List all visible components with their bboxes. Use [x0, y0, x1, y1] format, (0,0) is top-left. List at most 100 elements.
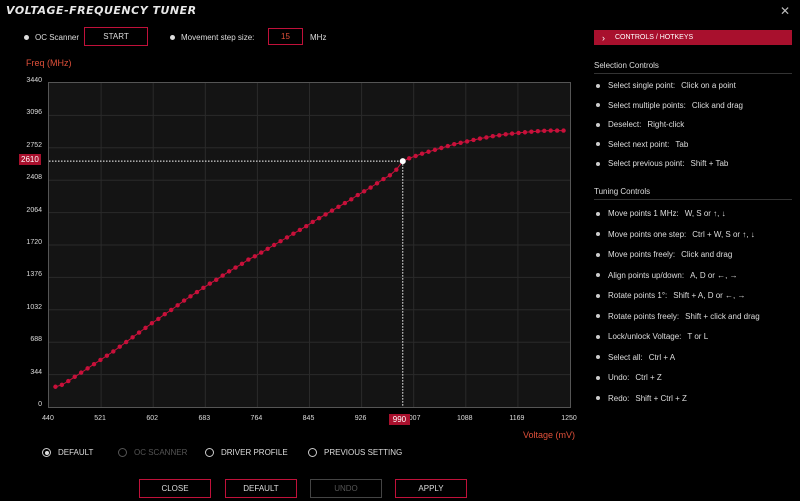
vf-point[interactable] — [123, 339, 129, 345]
vf-point[interactable] — [471, 137, 476, 143]
vf-point[interactable] — [117, 344, 122, 349]
vf-point[interactable] — [522, 130, 528, 135]
vf-point[interactable] — [529, 129, 534, 134]
vf-point[interactable] — [490, 134, 496, 139]
vf-point[interactable] — [387, 173, 393, 178]
vf-point[interactable] — [535, 129, 541, 134]
vf-point[interactable] — [368, 185, 373, 190]
vf-point[interactable] — [53, 384, 58, 389]
vf-point[interactable] — [374, 181, 380, 186]
x-tick-label: 764 — [250, 415, 263, 422]
vf-point[interactable] — [271, 242, 277, 248]
vf-point[interactable] — [509, 131, 515, 136]
vf-point[interactable] — [381, 176, 386, 182]
vf-point[interactable] — [175, 303, 180, 308]
vf-curve-plot[interactable] — [48, 82, 571, 408]
vf-point[interactable] — [561, 128, 566, 133]
vf-point[interactable] — [406, 156, 412, 161]
vf-point[interactable] — [194, 289, 200, 295]
vf-point[interactable] — [207, 281, 213, 286]
default-button[interactable]: DEFAULT — [225, 479, 297, 498]
vf-point[interactable] — [458, 140, 463, 146]
radio-label: DRIVER PROFILE — [221, 448, 288, 457]
vf-point[interactable] — [98, 357, 103, 363]
vf-point[interactable] — [516, 130, 521, 136]
close-icon[interactable]: ✕ — [779, 4, 790, 18]
vf-point[interactable] — [85, 366, 90, 371]
vf-point[interactable] — [548, 128, 553, 133]
vf-point[interactable] — [503, 132, 508, 137]
radio-previous-setting[interactable] — [308, 448, 317, 457]
hotkey-action: Align points up/down: — [608, 270, 685, 280]
vf-point[interactable] — [149, 320, 155, 326]
hotkey-action: Select all: — [608, 352, 643, 362]
vf-point[interactable] — [452, 142, 457, 147]
vf-point[interactable] — [432, 147, 438, 153]
vf-curve-svg[interactable] — [49, 83, 570, 407]
vf-point[interactable] — [181, 298, 187, 303]
vf-point[interactable] — [278, 239, 283, 244]
vf-point[interactable] — [336, 204, 341, 210]
vf-point[interactable] — [162, 312, 167, 317]
radio-driver-profile[interactable] — [205, 448, 214, 457]
vf-point[interactable] — [233, 265, 238, 270]
bullet-icon — [596, 293, 600, 298]
vf-point[interactable] — [226, 269, 232, 274]
vf-point[interactable] — [310, 219, 315, 225]
vf-point[interactable] — [484, 135, 489, 140]
vf-point[interactable] — [542, 128, 547, 134]
step-size-input[interactable]: 15 — [268, 28, 303, 45]
vf-point[interactable] — [156, 316, 161, 322]
vf-point[interactable] — [259, 250, 264, 255]
vf-point[interactable] — [413, 153, 418, 159]
vf-point[interactable] — [91, 361, 97, 367]
vf-point[interactable] — [464, 139, 470, 144]
vf-point[interactable] — [445, 143, 450, 149]
vf-point[interactable] — [78, 370, 84, 375]
vf-point[interactable] — [220, 273, 225, 278]
vf-point[interactable] — [66, 378, 71, 384]
apply-button[interactable]: APPLY — [395, 479, 467, 498]
vf-point[interactable] — [342, 200, 348, 206]
vf-point[interactable] — [104, 353, 110, 358]
controls-hotkeys-label: CONTROLS / HOTKEYS — [615, 34, 694, 41]
controls-hotkeys-header[interactable]: › CONTROLS / HOTKEYS — [594, 30, 792, 45]
vf-point[interactable] — [439, 145, 444, 151]
vf-point[interactable] — [111, 349, 116, 354]
x-tick-label: 1250 — [561, 415, 577, 422]
vf-point[interactable] — [291, 231, 296, 236]
vf-point[interactable] — [304, 223, 309, 229]
vf-point[interactable] — [246, 257, 251, 262]
vf-point[interactable] — [143, 325, 148, 331]
vf-point[interactable] — [297, 227, 303, 233]
close-button[interactable]: CLOSE — [139, 479, 211, 498]
vf-point[interactable] — [497, 133, 502, 138]
vf-point[interactable] — [477, 136, 483, 141]
radio-default[interactable] — [42, 448, 51, 457]
vf-point[interactable] — [265, 246, 270, 251]
vf-point[interactable] — [394, 167, 399, 172]
selected-point[interactable] — [399, 158, 406, 165]
vf-point[interactable] — [554, 128, 560, 133]
vf-point[interactable] — [214, 277, 219, 283]
vf-point[interactable] — [419, 151, 425, 156]
vf-point[interactable] — [316, 215, 322, 221]
start-button[interactable]: START — [84, 27, 148, 46]
vf-point[interactable] — [136, 330, 142, 335]
vf-point[interactable] — [252, 254, 258, 259]
vf-point[interactable] — [349, 197, 354, 202]
vf-point[interactable] — [201, 285, 206, 291]
vf-point[interactable] — [130, 335, 135, 340]
vf-point[interactable] — [188, 294, 193, 299]
vf-point[interactable] — [284, 235, 290, 240]
vf-point[interactable] — [426, 149, 431, 154]
vf-point[interactable] — [355, 192, 360, 198]
vf-point[interactable] — [72, 374, 77, 380]
hotkey-value: Tab — [675, 139, 689, 149]
vf-point[interactable] — [59, 382, 65, 388]
vf-point[interactable] — [169, 307, 174, 313]
vf-point[interactable] — [323, 212, 328, 217]
vf-point[interactable] — [361, 189, 367, 194]
vf-point[interactable] — [329, 208, 335, 213]
vf-point[interactable] — [239, 261, 245, 267]
